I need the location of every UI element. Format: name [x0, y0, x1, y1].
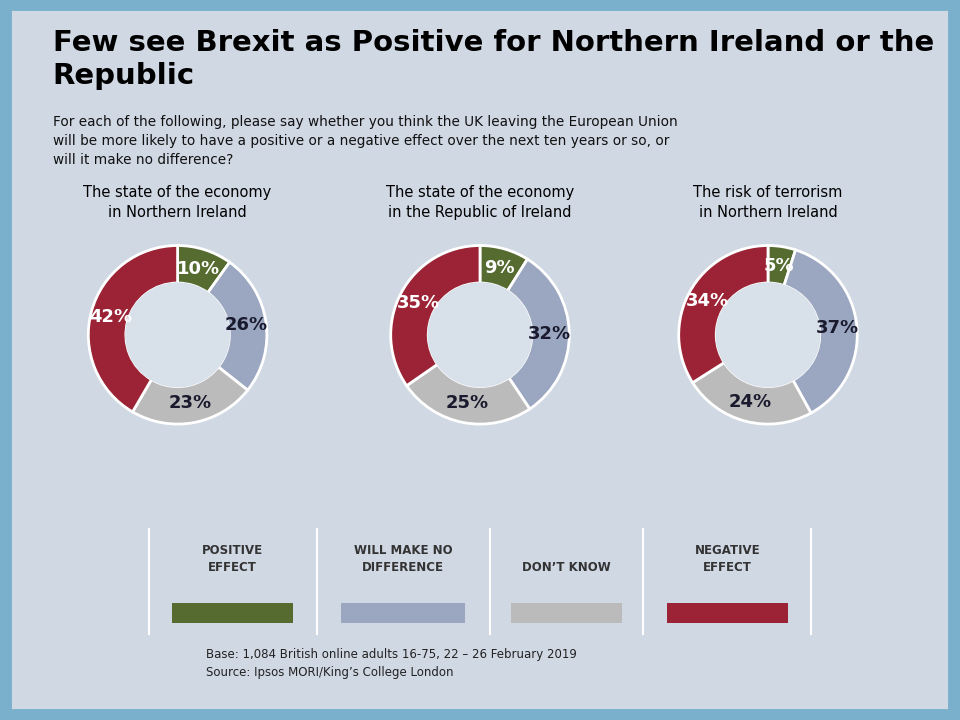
Text: 35%: 35%: [396, 294, 440, 312]
Wedge shape: [207, 262, 267, 390]
Circle shape: [126, 283, 229, 387]
Text: 26%: 26%: [225, 316, 268, 334]
Text: 42%: 42%: [89, 307, 132, 325]
Wedge shape: [480, 246, 527, 291]
Text: The state of the economy
in the Republic of Ireland: The state of the economy in the Republic…: [386, 185, 574, 220]
Wedge shape: [508, 259, 569, 409]
Text: The state of the economy
in Northern Ireland: The state of the economy in Northern Ire…: [84, 185, 272, 220]
Text: 34%: 34%: [685, 292, 729, 310]
Text: 5%: 5%: [763, 257, 794, 275]
Text: 32%: 32%: [528, 325, 571, 343]
Text: Few see Brexit as Positive for Northern Ireland or the
Republic: Few see Brexit as Positive for Northern …: [53, 29, 934, 90]
Text: WILL MAKE NO
DIFFERENCE: WILL MAKE NO DIFFERENCE: [354, 544, 452, 574]
Wedge shape: [132, 367, 248, 424]
Text: 24%: 24%: [729, 393, 772, 411]
Wedge shape: [178, 246, 229, 293]
Circle shape: [428, 283, 532, 387]
Text: The risk of terrorism
in Northern Ireland: The risk of terrorism in Northern Irelan…: [693, 185, 843, 220]
Wedge shape: [88, 246, 178, 412]
Circle shape: [716, 283, 820, 387]
Text: NEGATIVE
EFFECT: NEGATIVE EFFECT: [694, 544, 760, 574]
Text: For each of the following, please say whether you think the UK leaving the Europ: For each of the following, please say wh…: [53, 115, 678, 167]
Wedge shape: [407, 364, 530, 424]
Text: 10%: 10%: [178, 259, 221, 277]
Text: POSITIVE
EFFECT: POSITIVE EFFECT: [203, 544, 263, 574]
Text: 25%: 25%: [445, 395, 489, 413]
Wedge shape: [679, 246, 768, 382]
Text: 37%: 37%: [816, 319, 859, 337]
Text: DON’T KNOW: DON’T KNOW: [522, 561, 611, 574]
Text: Base: 1,084 British online adults 16-75, 22 – 26 February 2019
Source: Ipsos MOR: Base: 1,084 British online adults 16-75,…: [206, 648, 577, 679]
Text: 9%: 9%: [484, 259, 515, 277]
Wedge shape: [768, 246, 796, 286]
Wedge shape: [784, 250, 857, 413]
Wedge shape: [391, 246, 480, 386]
Text: 23%: 23%: [169, 395, 212, 413]
Wedge shape: [692, 363, 811, 424]
